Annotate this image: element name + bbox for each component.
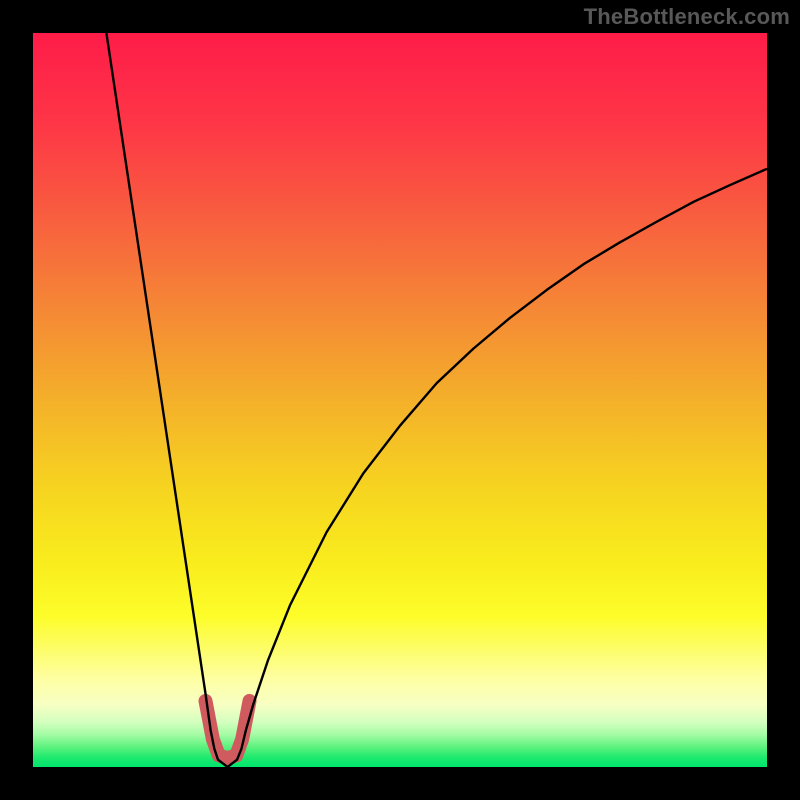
plot-gradient-background [33,33,767,767]
bottleneck-chart [0,0,800,800]
chart-container: TheBottleneck.com [0,0,800,800]
watermark-text: TheBottleneck.com [584,4,790,30]
